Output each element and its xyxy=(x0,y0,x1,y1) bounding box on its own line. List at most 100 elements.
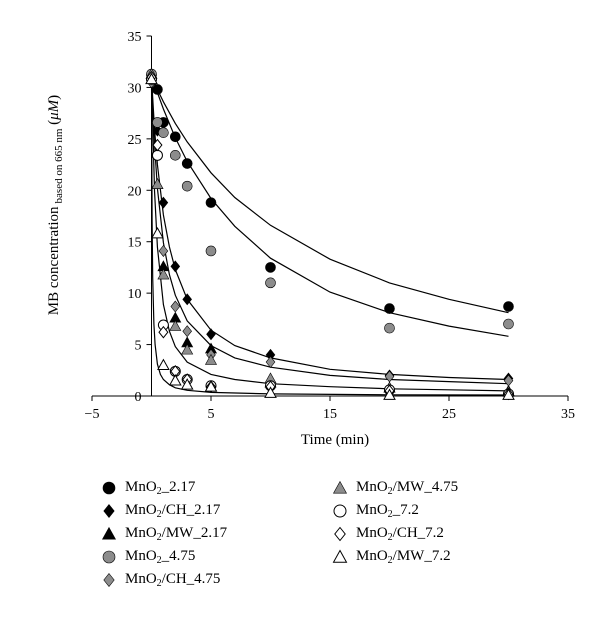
legend-marker-icon xyxy=(333,504,347,518)
legend-item: MnO2_7.2 xyxy=(332,501,419,521)
data-point xyxy=(152,84,163,95)
legend-label: MnO2_2.17 xyxy=(125,479,196,497)
data-point xyxy=(169,319,182,331)
fit-curve xyxy=(150,77,509,396)
series-mno2-mw-4-75 xyxy=(145,67,515,397)
data-point xyxy=(264,386,277,398)
data-point xyxy=(158,196,169,209)
series-mno2-mw-2-17 xyxy=(145,73,515,396)
legend-marker-icon xyxy=(334,526,346,542)
data-point xyxy=(206,328,216,341)
x-axis-title: Time (min) xyxy=(301,432,369,448)
legend-item: MnO2_4.75 xyxy=(101,547,195,567)
legend-label: MnO2/CH_7.2 xyxy=(356,525,444,543)
data-point xyxy=(204,380,218,392)
legend-label: MnO2/CH_2.17 xyxy=(125,502,221,520)
data-point xyxy=(157,358,170,371)
tick-labels: −5 5 15 25 35 0 5 10 15 20 25 30 35 xyxy=(85,30,575,422)
data-point xyxy=(168,374,182,386)
data-point xyxy=(265,356,276,369)
y-tick-label: 5 xyxy=(135,339,142,354)
legend-label: MnO2_7.2 xyxy=(356,502,419,520)
y-tick-label: 20 xyxy=(128,184,142,199)
legend-item: MnO2/CH_7.2 xyxy=(332,524,444,544)
data-point xyxy=(204,353,218,365)
data-point xyxy=(158,127,169,138)
data-point xyxy=(170,300,181,313)
legend-marker-icon xyxy=(103,573,115,587)
legend-item: MnO2/MW_2.17 xyxy=(101,524,227,544)
legend-marker-icon xyxy=(102,550,116,564)
data-point xyxy=(502,388,515,400)
fit-curve xyxy=(150,74,509,314)
legend-item: MnO2_2.17 xyxy=(101,478,195,498)
y-tick-label: 0 xyxy=(135,390,142,405)
data-points xyxy=(145,67,515,401)
legend-label: MnO2/MW_7.2 xyxy=(356,548,451,566)
series-mno2-ch-7-2 xyxy=(146,70,514,401)
data-point xyxy=(205,245,217,257)
data-point xyxy=(205,197,217,208)
fit-curve xyxy=(150,77,509,385)
data-point xyxy=(170,150,181,161)
y-axis-title-unit-close: ) xyxy=(46,95,62,100)
axes xyxy=(91,35,569,401)
x-tick-label: 15 xyxy=(323,407,337,422)
data-point xyxy=(170,131,181,143)
data-point xyxy=(158,325,169,339)
data-point xyxy=(181,343,194,355)
legend-marker-icon xyxy=(332,549,348,563)
x-tick-label: 25 xyxy=(442,407,456,422)
legend-marker xyxy=(103,573,115,587)
series-mno2-ch-4-75 xyxy=(146,76,514,387)
legend-label: MnO2_4.75 xyxy=(125,548,196,566)
data-point xyxy=(182,293,192,306)
y-tick-label: 35 xyxy=(128,30,142,45)
data-point xyxy=(151,177,164,189)
data-point xyxy=(503,318,514,330)
legend-marker xyxy=(332,549,348,563)
legend-label: MnO2/MW_2.17 xyxy=(125,525,228,543)
fit-curve xyxy=(150,77,509,381)
series-mno2-2-17 xyxy=(146,69,514,314)
data-point xyxy=(181,180,193,192)
y-axis-title-unit-open: ( xyxy=(46,120,62,129)
legend-item: MnO2/CH_4.75 xyxy=(101,570,220,590)
series-mno2-4-75 xyxy=(146,68,514,334)
y-tick-label: 30 xyxy=(128,81,142,96)
data-point xyxy=(158,244,169,257)
legend-marker-icon xyxy=(332,480,348,494)
data-point xyxy=(181,158,193,169)
legend-marker xyxy=(102,481,116,495)
legend-marker-icon xyxy=(101,526,117,540)
data-point xyxy=(265,262,276,273)
legend-marker xyxy=(101,526,117,540)
data-point xyxy=(151,149,163,161)
legend-item: MnO2/MW_7.2 xyxy=(332,547,451,567)
legend: MnO2_2.17 MnO2/CH_2.17 MnO2/MW_2.17 MnO2_4.… xyxy=(0,478,600,617)
data-point xyxy=(384,303,395,314)
data-point xyxy=(152,138,163,152)
fit-curve xyxy=(150,77,509,392)
data-point xyxy=(157,268,170,280)
data-point xyxy=(145,72,158,85)
legend-marker xyxy=(333,504,347,518)
legend-marker xyxy=(102,550,116,564)
series-mno2-7-2 xyxy=(146,73,514,400)
legend-label: MnO2/CH_4.75 xyxy=(125,571,221,589)
series-mno2-mw-7-2 xyxy=(145,72,515,400)
x-tick-label: −5 xyxy=(85,407,100,422)
x-tick-label: 35 xyxy=(561,407,575,422)
legend-item: MnO2/CH_2.17 xyxy=(101,501,220,521)
data-point xyxy=(170,260,181,273)
x-tick-label: 5 xyxy=(208,407,215,422)
data-point xyxy=(152,117,163,128)
legend-marker xyxy=(332,480,348,494)
fit-curve xyxy=(150,74,509,337)
y-axis-title-unit-symbol: μM xyxy=(46,98,62,121)
legend-label: MnO2/MW_4.75 xyxy=(356,479,459,497)
legend-marker xyxy=(103,504,115,518)
series-mno2-ch-2-17 xyxy=(146,75,514,385)
y-tick-label: 25 xyxy=(128,133,142,148)
data-point xyxy=(384,322,395,334)
